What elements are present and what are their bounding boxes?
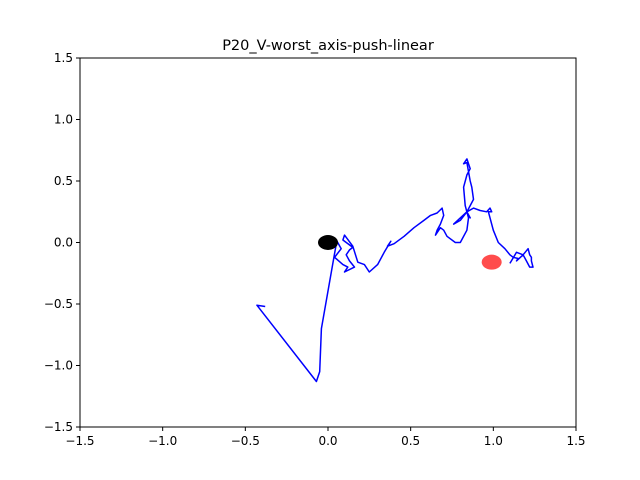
x-tick-label: 1.0: [484, 434, 503, 448]
x-tick-label: −1.5: [65, 434, 94, 448]
start-marker: [318, 235, 338, 250]
y-tick-label: −1.5: [44, 420, 73, 434]
series-line-0: [256, 158, 534, 383]
x-tick-label: −1.0: [148, 434, 177, 448]
x-tick-label: 0.5: [401, 434, 420, 448]
plot-area: [256, 158, 534, 383]
x-tick-label: 1.5: [566, 434, 585, 448]
plot-frame: [79, 57, 577, 428]
y-tick-label: 1.0: [54, 113, 73, 127]
axes-ticks: −1.5 −1.0 −0.5 0.0 0.5 1.0 1.5 −1.5 −1.0 −0.5 0.0 0…: [44, 51, 586, 448]
y-tick-label: 0.5: [54, 174, 73, 188]
y-tick-label: 1.5: [54, 51, 73, 65]
chart-title: P20_V-worst_axis-push-linear: [222, 38, 434, 54]
x-tick-label: −0.5: [231, 434, 260, 448]
y-tick-label: −0.5: [44, 297, 73, 311]
x-tick-label: 0.0: [318, 434, 337, 448]
goal-marker: [481, 254, 502, 270]
y-tick-label: −1.0: [44, 359, 73, 373]
y-tick-label: 0.0: [54, 236, 73, 250]
